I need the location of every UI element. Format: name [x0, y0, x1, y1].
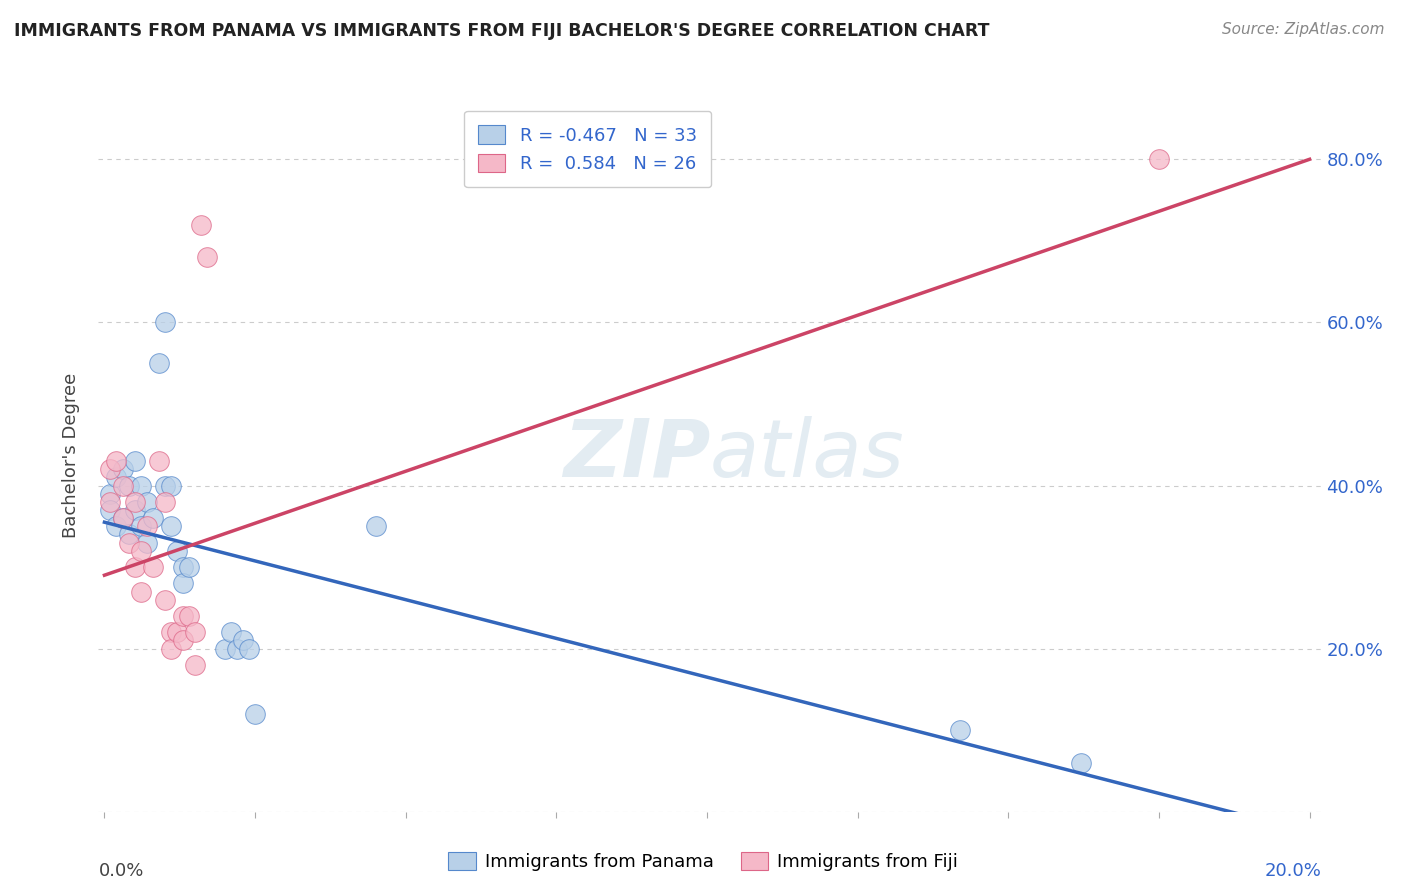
Point [232, 633, 254, 648]
Point [159, 641, 181, 656]
Point [1070, 756, 1092, 770]
Point [172, 633, 194, 648]
Point [148, 356, 170, 370]
Point [117, 527, 139, 541]
Point [172, 609, 194, 624]
Point [124, 495, 146, 509]
Text: 0.0%: 0.0% [98, 862, 143, 880]
Point [148, 454, 170, 468]
Point [111, 478, 134, 492]
Point [172, 560, 194, 574]
Legend: R = -0.467   N = 33, R =  0.584   N = 26: R = -0.467 N = 33, R = 0.584 N = 26 [464, 111, 711, 187]
Point [184, 625, 207, 640]
Point [111, 511, 134, 525]
Legend: Immigrants from Panama, Immigrants from Fiji: Immigrants from Panama, Immigrants from … [441, 845, 965, 879]
Point [111, 511, 134, 525]
Point [117, 478, 139, 492]
Point [135, 519, 157, 533]
Point [177, 609, 200, 624]
Y-axis label: Bachelor's Degree: Bachelor's Degree [62, 372, 80, 538]
Point [135, 495, 157, 509]
Text: ZIP: ZIP [562, 416, 710, 494]
Point [105, 454, 128, 468]
Text: 20.0%: 20.0% [1265, 862, 1322, 880]
Point [166, 543, 188, 558]
Point [105, 519, 128, 533]
Point [124, 454, 146, 468]
Point [166, 625, 188, 640]
Point [142, 560, 165, 574]
Point [1147, 153, 1170, 167]
Point [243, 706, 266, 721]
Point [190, 218, 212, 232]
Point [177, 560, 200, 574]
Point [219, 625, 242, 640]
Point [195, 250, 218, 264]
Point [124, 503, 146, 517]
Point [111, 462, 134, 476]
Point [172, 576, 194, 591]
Text: Source: ZipAtlas.com: Source: ZipAtlas.com [1222, 22, 1385, 37]
Point [100, 486, 122, 500]
Point [159, 625, 181, 640]
Point [159, 478, 181, 492]
Point [129, 478, 152, 492]
Point [153, 315, 176, 329]
Point [129, 584, 152, 599]
Point [949, 723, 972, 738]
Point [226, 641, 249, 656]
Point [135, 535, 157, 549]
Text: IMMIGRANTS FROM PANAMA VS IMMIGRANTS FROM FIJI BACHELOR'S DEGREE CORRELATION CHA: IMMIGRANTS FROM PANAMA VS IMMIGRANTS FRO… [14, 22, 990, 40]
Point [100, 462, 122, 476]
Text: atlas: atlas [710, 416, 905, 494]
Point [129, 543, 152, 558]
Point [153, 478, 176, 492]
Point [129, 519, 152, 533]
Point [100, 495, 122, 509]
Point [184, 657, 207, 672]
Point [214, 641, 236, 656]
Point [117, 535, 139, 549]
Point [100, 503, 122, 517]
Point [142, 511, 165, 525]
Point [364, 519, 387, 533]
Point [159, 519, 181, 533]
Point [153, 592, 176, 607]
Point [124, 560, 146, 574]
Point [105, 470, 128, 484]
Point [153, 495, 176, 509]
Point [238, 641, 260, 656]
